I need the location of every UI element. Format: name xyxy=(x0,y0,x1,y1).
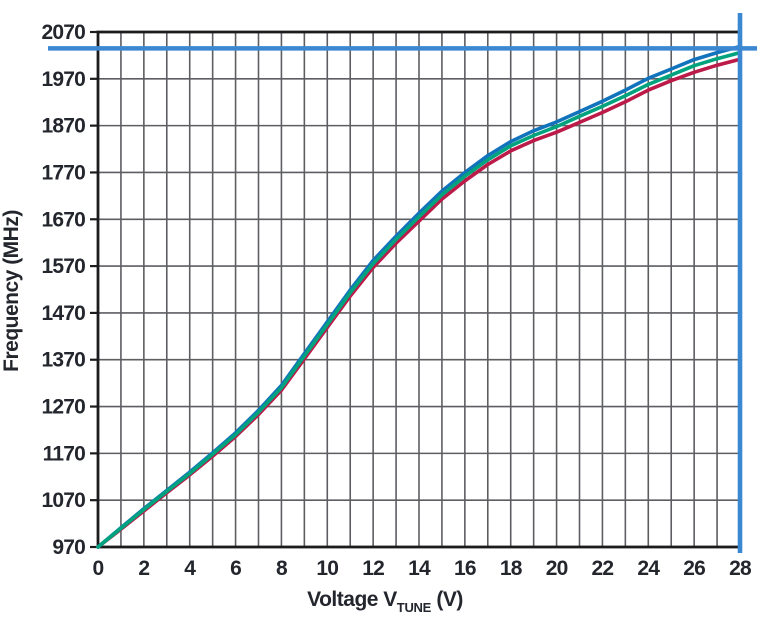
x-tick-label: 10 xyxy=(316,557,338,580)
x-tick-label: 4 xyxy=(184,557,196,580)
x-axis-title-pre: Voltage V xyxy=(307,588,397,611)
x-tick-label: 2 xyxy=(138,557,149,580)
green-curve xyxy=(96,50,742,549)
x-tick-label: 24 xyxy=(637,557,660,580)
x-tick-label: 0 xyxy=(93,557,104,580)
y-tick-label: 2070 xyxy=(41,21,85,44)
x-axis-title-post: (V) xyxy=(431,588,463,611)
x-tick-label: 8 xyxy=(276,557,288,580)
x-tick-label: 26 xyxy=(683,557,705,580)
x-tick-label: 12 xyxy=(362,557,384,580)
x-tick-label: 20 xyxy=(546,557,568,580)
y-axis-title: Frequency (MHz) xyxy=(0,161,24,421)
x-tick-label: 18 xyxy=(500,557,523,580)
x-tick-label: 22 xyxy=(592,557,614,580)
x-tick-label: 28 xyxy=(729,557,752,580)
y-tick-label: 1470 xyxy=(41,302,85,325)
x-axis-title: Voltage VTUNE (V) xyxy=(0,588,770,615)
y-tick-label: 1370 xyxy=(41,349,85,372)
y-tick-label: 1070 xyxy=(41,489,85,512)
y-tick-label: 1970 xyxy=(41,68,85,91)
y-tick-label: 1770 xyxy=(41,161,85,184)
y-tick-label: 1870 xyxy=(41,115,85,138)
y-axis-title-text: Frequency (MHz) xyxy=(0,210,23,372)
x-tick-label: 6 xyxy=(230,557,241,580)
y-tick-label: 1670 xyxy=(41,208,85,231)
y-tick-label: 1570 xyxy=(41,255,85,278)
x-axis-title-subscript: TUNE xyxy=(396,600,432,615)
y-tick-label: 1170 xyxy=(43,442,85,465)
y-tick-label: 1270 xyxy=(41,396,85,419)
x-tick-label: 14 xyxy=(408,557,431,580)
y-tick-label: 970 xyxy=(52,536,85,559)
x-tick-label: 16 xyxy=(454,557,476,580)
